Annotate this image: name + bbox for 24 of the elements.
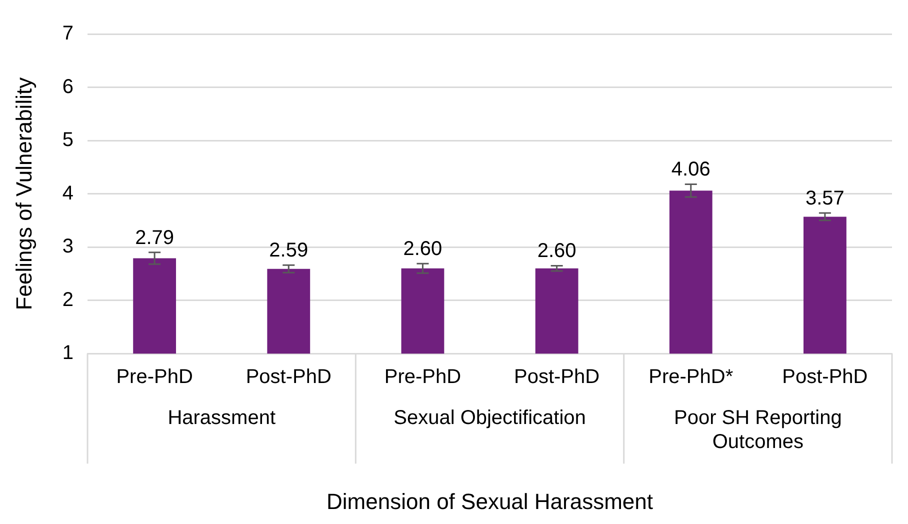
data-label: 2.59 bbox=[269, 240, 308, 262]
data-label: 3.57 bbox=[805, 187, 844, 210]
y-axis-title: Feelings of Vulnerability bbox=[11, 77, 36, 310]
y-tick-label: 7 bbox=[62, 22, 74, 45]
x-tick-label: Post-PhD bbox=[514, 366, 600, 388]
x-tick-label: Pre-PhD bbox=[116, 366, 193, 388]
x-tick-label: Pre-PhD* bbox=[648, 366, 734, 388]
y-tick-label: 1 bbox=[62, 342, 74, 364]
x-axis-title: Dimension of Sexual Harassment bbox=[326, 488, 654, 514]
data-label: 2.60 bbox=[403, 238, 442, 260]
y-tick-label: 6 bbox=[62, 76, 74, 98]
x-tick-label: Post-PhD bbox=[782, 366, 868, 388]
text: Sexual Objectification bbox=[394, 407, 586, 430]
data-label: 2.60 bbox=[537, 240, 576, 262]
x-tick-label: Post-PhD bbox=[246, 366, 332, 388]
data-label: 2.79 bbox=[135, 226, 174, 249]
y-tick-label: 4 bbox=[62, 182, 74, 204]
x-tick-label: Pre-PhD bbox=[384, 366, 462, 388]
data-label: 4.06 bbox=[671, 158, 710, 181]
y-tick-label: 5 bbox=[62, 129, 74, 152]
y-tick-label: 2 bbox=[62, 288, 74, 311]
y-tick-label: 3 bbox=[62, 236, 74, 258]
text: Poor SH Reporting Outcomes bbox=[674, 407, 842, 454]
text: Harassment bbox=[168, 407, 276, 430]
